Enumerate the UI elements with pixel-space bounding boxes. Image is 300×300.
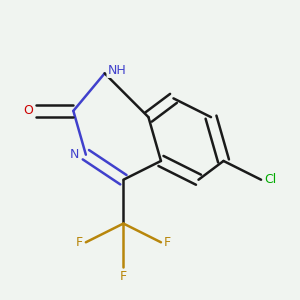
Text: Cl: Cl bbox=[264, 173, 276, 186]
Text: O: O bbox=[23, 104, 33, 117]
Text: F: F bbox=[76, 236, 83, 249]
Text: N: N bbox=[70, 148, 80, 161]
Text: F: F bbox=[120, 271, 127, 284]
Text: NH: NH bbox=[108, 64, 127, 77]
Text: F: F bbox=[164, 236, 171, 249]
